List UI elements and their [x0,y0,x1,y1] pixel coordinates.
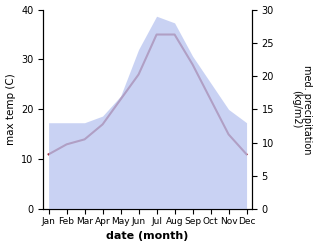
Y-axis label: med. precipitation
(kg/m2): med. precipitation (kg/m2) [291,65,313,154]
Y-axis label: max temp (C): max temp (C) [5,74,16,145]
X-axis label: date (month): date (month) [107,231,189,242]
